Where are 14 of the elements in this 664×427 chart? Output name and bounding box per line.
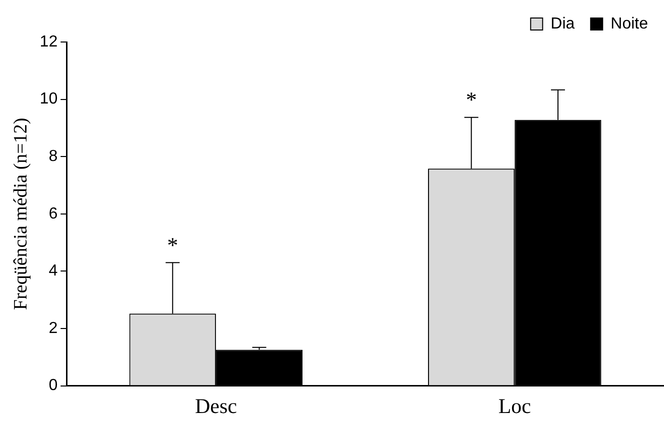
y-tick-label: 2 [48,320,58,337]
annotation: * [466,87,477,112]
x-tick-label: Desc [194,394,237,418]
annotation: * [167,232,178,258]
y-axis-title: Freqüência média (n=12) [10,118,32,310]
y-tick-label: 8 [48,148,58,166]
legend-label: Dia [550,15,575,32]
y-tick-label: 0 [48,377,58,394]
y-tick-label: 12 [40,33,58,50]
y-tick-label: 4 [48,262,58,280]
y-tick-label: 6 [48,205,58,222]
legend-label: Noite [610,15,648,32]
y-tick-label: 10 [40,90,58,108]
x-tick-label: Loc [498,394,531,418]
